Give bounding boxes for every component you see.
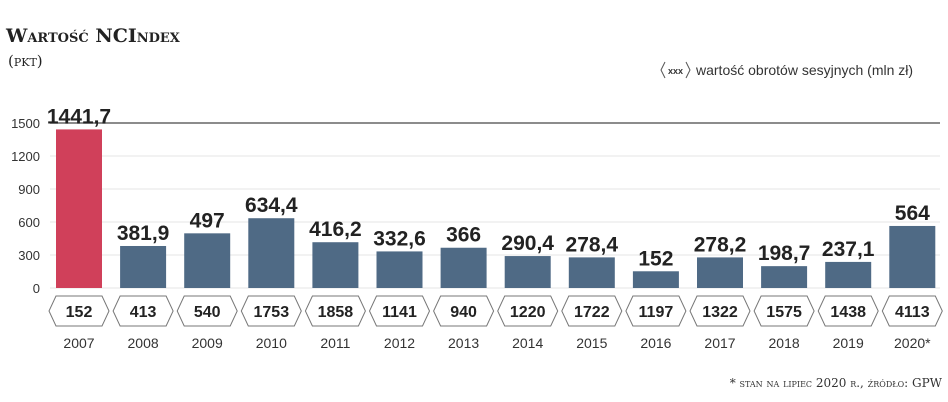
bar <box>889 225 936 288</box>
x-tick-label: 2011 <box>320 335 350 351</box>
value-label: 198,7 <box>758 242 811 265</box>
turnover-hexagon <box>625 295 687 327</box>
value-label: 381,9 <box>117 222 170 245</box>
turnover-label: 1438 <box>830 304 866 321</box>
x-tick-label: 2014 <box>512 335 543 351</box>
bar <box>825 261 872 288</box>
value-label: 1441,7 <box>47 105 111 128</box>
value-label: 497 <box>190 209 225 232</box>
x-tick-label: 2008 <box>128 335 159 351</box>
bar <box>184 233 231 288</box>
turnover-hexagon <box>176 295 238 327</box>
value-label: 290,4 <box>501 232 554 255</box>
y-tick-label: 1500 <box>11 116 40 131</box>
legend-marker: xxx <box>668 66 683 76</box>
turnover-hexagon <box>368 295 431 327</box>
x-tick-label: 2016 <box>640 335 671 351</box>
x-tick-label: 2017 <box>704 335 735 351</box>
value-label: 237,1 <box>822 238 875 261</box>
turnover-label: 4113 <box>895 304 930 321</box>
value-label: 152 <box>638 247 673 270</box>
bar <box>312 242 359 288</box>
turnover-label: 1858 <box>318 304 354 321</box>
value-label: 416,2 <box>309 218 362 241</box>
y-tick-label: 0 <box>33 281 40 296</box>
turnover-label: 152 <box>66 304 93 321</box>
x-tick-label: 2009 <box>192 335 223 351</box>
turnover-label: 1753 <box>254 304 290 321</box>
x-tick-label: 2019 <box>833 335 864 351</box>
turnover-label: 1575 <box>766 304 802 321</box>
value-label: 366 <box>446 224 481 247</box>
bar <box>440 247 487 288</box>
bar <box>568 257 615 288</box>
bar <box>697 257 743 288</box>
turnover-hexagon <box>881 295 943 327</box>
turnover-hexagon <box>817 295 879 327</box>
turnover-hexagon <box>240 295 302 327</box>
x-tick-label: 2018 <box>769 335 800 351</box>
turnover-hexagon <box>561 295 623 327</box>
bar <box>248 218 295 288</box>
y-tick-label: 600 <box>18 215 40 230</box>
turnover-hexagon <box>433 295 495 327</box>
value-label: 278,4 <box>566 233 619 256</box>
chart-subtitle: (pkt) <box>8 52 43 70</box>
y-tick-label: 1200 <box>11 149 40 164</box>
bar <box>632 271 679 288</box>
turnover-label: 540 <box>194 304 221 321</box>
legend-label: wartość obrotów sesyjnych (mln zł) <box>695 62 913 78</box>
turnover-label: 1322 <box>702 304 738 321</box>
chart-title: Wartość NCIndex <box>5 25 181 47</box>
value-label: 564 <box>895 202 930 225</box>
bar <box>504 256 551 288</box>
x-tick-label: 2012 <box>384 335 415 351</box>
turnover-hexagon <box>112 295 174 327</box>
turnover-hexagon <box>753 295 815 327</box>
y-tick-label: 300 <box>18 248 40 263</box>
turnover-hexagon <box>304 295 366 327</box>
x-tick-label: 2013 <box>448 335 479 351</box>
turnover-label: 1141 <box>382 304 417 321</box>
bar <box>761 266 808 288</box>
x-tick-label: 2007 <box>63 335 94 351</box>
value-label: 634,4 <box>245 194 298 217</box>
x-tick-label: 2020* <box>894 335 931 351</box>
bar <box>56 129 102 288</box>
value-label: 278,2 <box>694 233 747 256</box>
value-label: 332,6 <box>373 227 426 250</box>
turnover-label: 940 <box>450 304 477 321</box>
y-tick-label: 900 <box>18 182 40 197</box>
x-tick-label: 2010 <box>256 335 287 351</box>
turnover-hexagon <box>497 295 559 327</box>
footnote: * stan na lipiec 2020 r., źródło: GPW <box>730 376 943 390</box>
legend-hexagon-icon <box>660 61 691 79</box>
turnover-label: 1197 <box>639 304 674 321</box>
turnover-hexagon <box>48 295 110 327</box>
legend: xxx wartość obrotów sesyjnych (mln zł) <box>660 61 913 79</box>
turnover-label: 1220 <box>510 304 546 321</box>
turnover-label: 1722 <box>574 304 610 321</box>
turnover-hexagon <box>689 295 751 327</box>
turnover-label: 413 <box>130 304 157 321</box>
bar <box>376 251 423 288</box>
bar <box>120 245 167 288</box>
x-tick-label: 2015 <box>576 335 607 351</box>
